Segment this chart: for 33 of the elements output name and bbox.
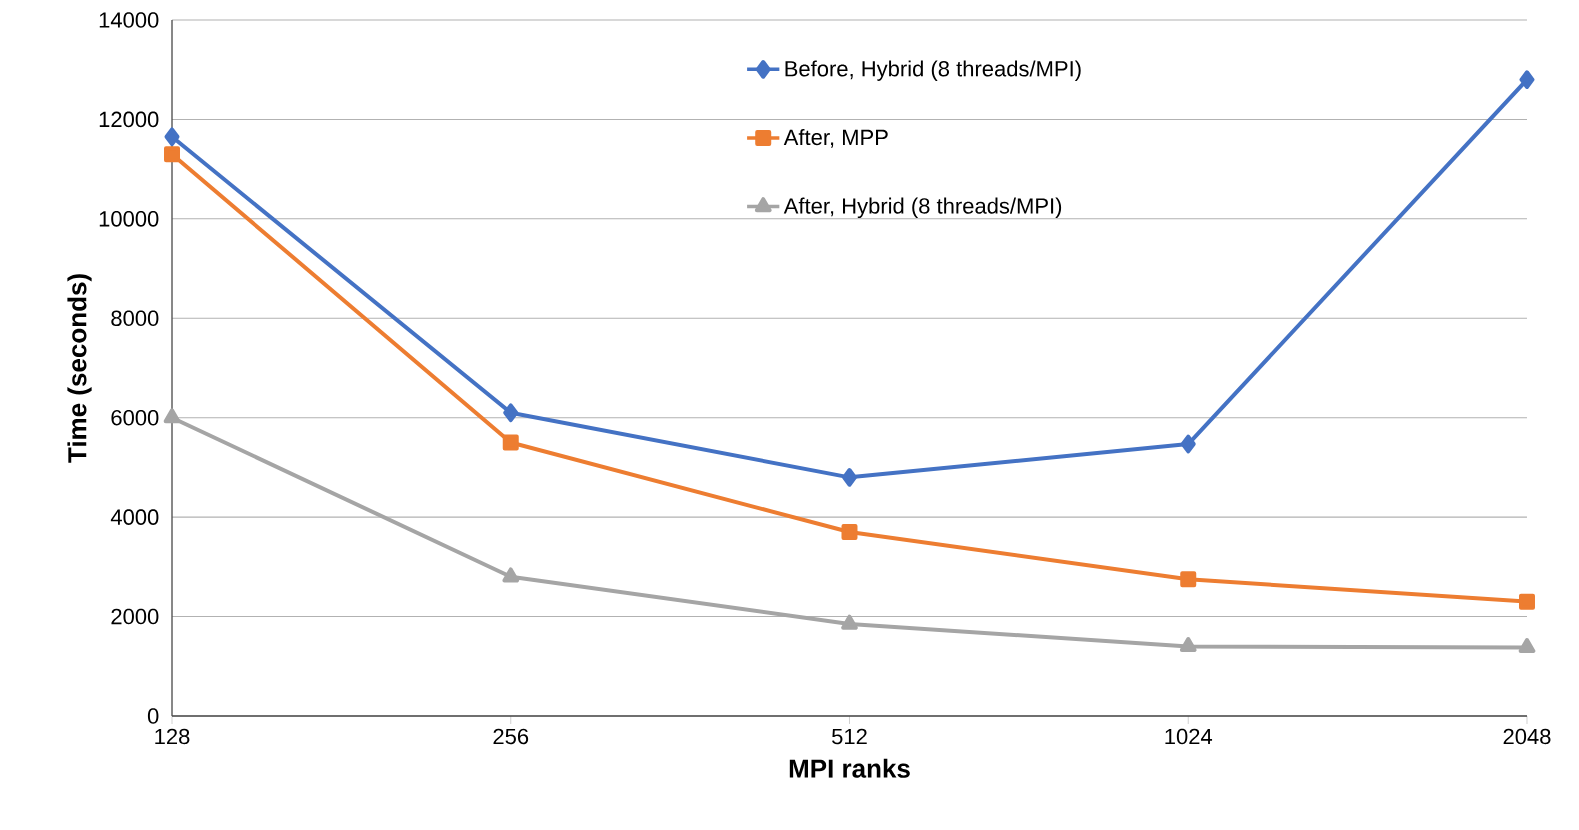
point <box>1180 571 1197 588</box>
x-tick-label: 2048 <box>1503 728 1551 745</box>
x-tick-label: 128 <box>155 728 190 745</box>
y-tick-label: 10000 <box>99 211 159 227</box>
point <box>502 567 520 583</box>
point <box>841 524 858 541</box>
y-tick-label: 6000 <box>111 409 159 426</box>
y-tick-label: 4000 <box>110 509 159 525</box>
point <box>503 403 519 423</box>
legend-label: After, MPP <box>783 129 888 148</box>
legend-label: Before, Hybrid (8 threads/MPI) <box>785 60 1081 81</box>
point <box>841 468 857 487</box>
point <box>163 408 181 424</box>
point <box>1180 434 1196 454</box>
point <box>1518 593 1535 610</box>
point <box>1518 638 1536 654</box>
y-tick-label: 2000 <box>111 608 159 625</box>
point <box>841 614 858 630</box>
x-tick-label: 1024 <box>1165 728 1213 745</box>
y-tick-label: 0 <box>147 708 159 724</box>
y-tick-label: 12000 <box>99 111 159 128</box>
y-axis-title: Time (seconds) <box>67 274 92 463</box>
point <box>164 146 180 163</box>
y-tick-label: 8000 <box>111 310 159 327</box>
y-tick-label: 14000 <box>99 12 159 28</box>
legend-label: After, Hybrid (8 threads/MPI) <box>783 197 1062 219</box>
point <box>1519 70 1535 89</box>
point <box>1179 637 1197 653</box>
point <box>164 127 180 147</box>
x-tick-label: 512 <box>832 728 867 745</box>
x-axis-title: MPI ranks <box>789 758 910 778</box>
x-tick-label: 256 <box>493 728 529 745</box>
point <box>502 434 519 451</box>
